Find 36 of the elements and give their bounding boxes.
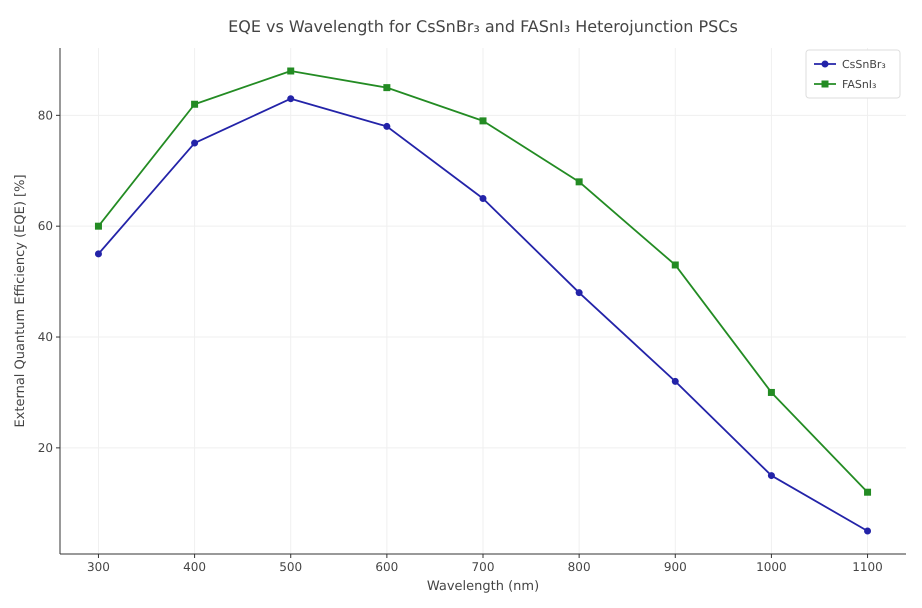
legend-label: CsSnBr₃ — [842, 58, 886, 71]
point — [480, 194, 486, 202]
y-axis-title: External Quantum Efficiency (EQE) [%] — [13, 174, 28, 428]
point — [576, 289, 583, 296]
point — [287, 68, 294, 74]
y-tick-label: 80 — [38, 108, 53, 122]
chart-title: EQE vs Wavelength for CsSnBr₃ and FASnI₃ Heterojunction PSCs — [228, 17, 738, 36]
point — [672, 261, 679, 268]
x-tick-label: 300 — [87, 560, 110, 574]
x-tick-label: 400 — [183, 560, 206, 574]
point — [383, 122, 390, 130]
y-tick-label: 20 — [38, 440, 53, 455]
point — [191, 100, 198, 108]
x-tick-label: 1000 — [756, 560, 787, 574]
point — [576, 178, 583, 186]
point — [864, 528, 872, 534]
point — [672, 378, 679, 385]
point — [94, 250, 102, 258]
y-tick-label: 40 — [38, 330, 53, 344]
x-tick-label: 500 — [279, 560, 302, 574]
point — [94, 222, 102, 230]
point — [768, 472, 775, 480]
point — [768, 388, 775, 396]
point — [480, 117, 486, 124]
x-tick-label: 900 — [664, 560, 687, 574]
x-tick-label: 800 — [568, 560, 591, 574]
point — [287, 95, 294, 102]
x-axis-title: Wavelength (nm) — [426, 579, 540, 594]
legend-label: FASnI₃ — [842, 78, 876, 91]
x-tick-label: 1100 — [852, 560, 883, 574]
x-tick-label: 700 — [472, 560, 494, 574]
x-tick-label: 600 — [375, 560, 398, 574]
point — [864, 488, 872, 496]
y-tick-label: 60 — [38, 219, 53, 234]
point — [191, 140, 198, 147]
point — [383, 84, 390, 92]
